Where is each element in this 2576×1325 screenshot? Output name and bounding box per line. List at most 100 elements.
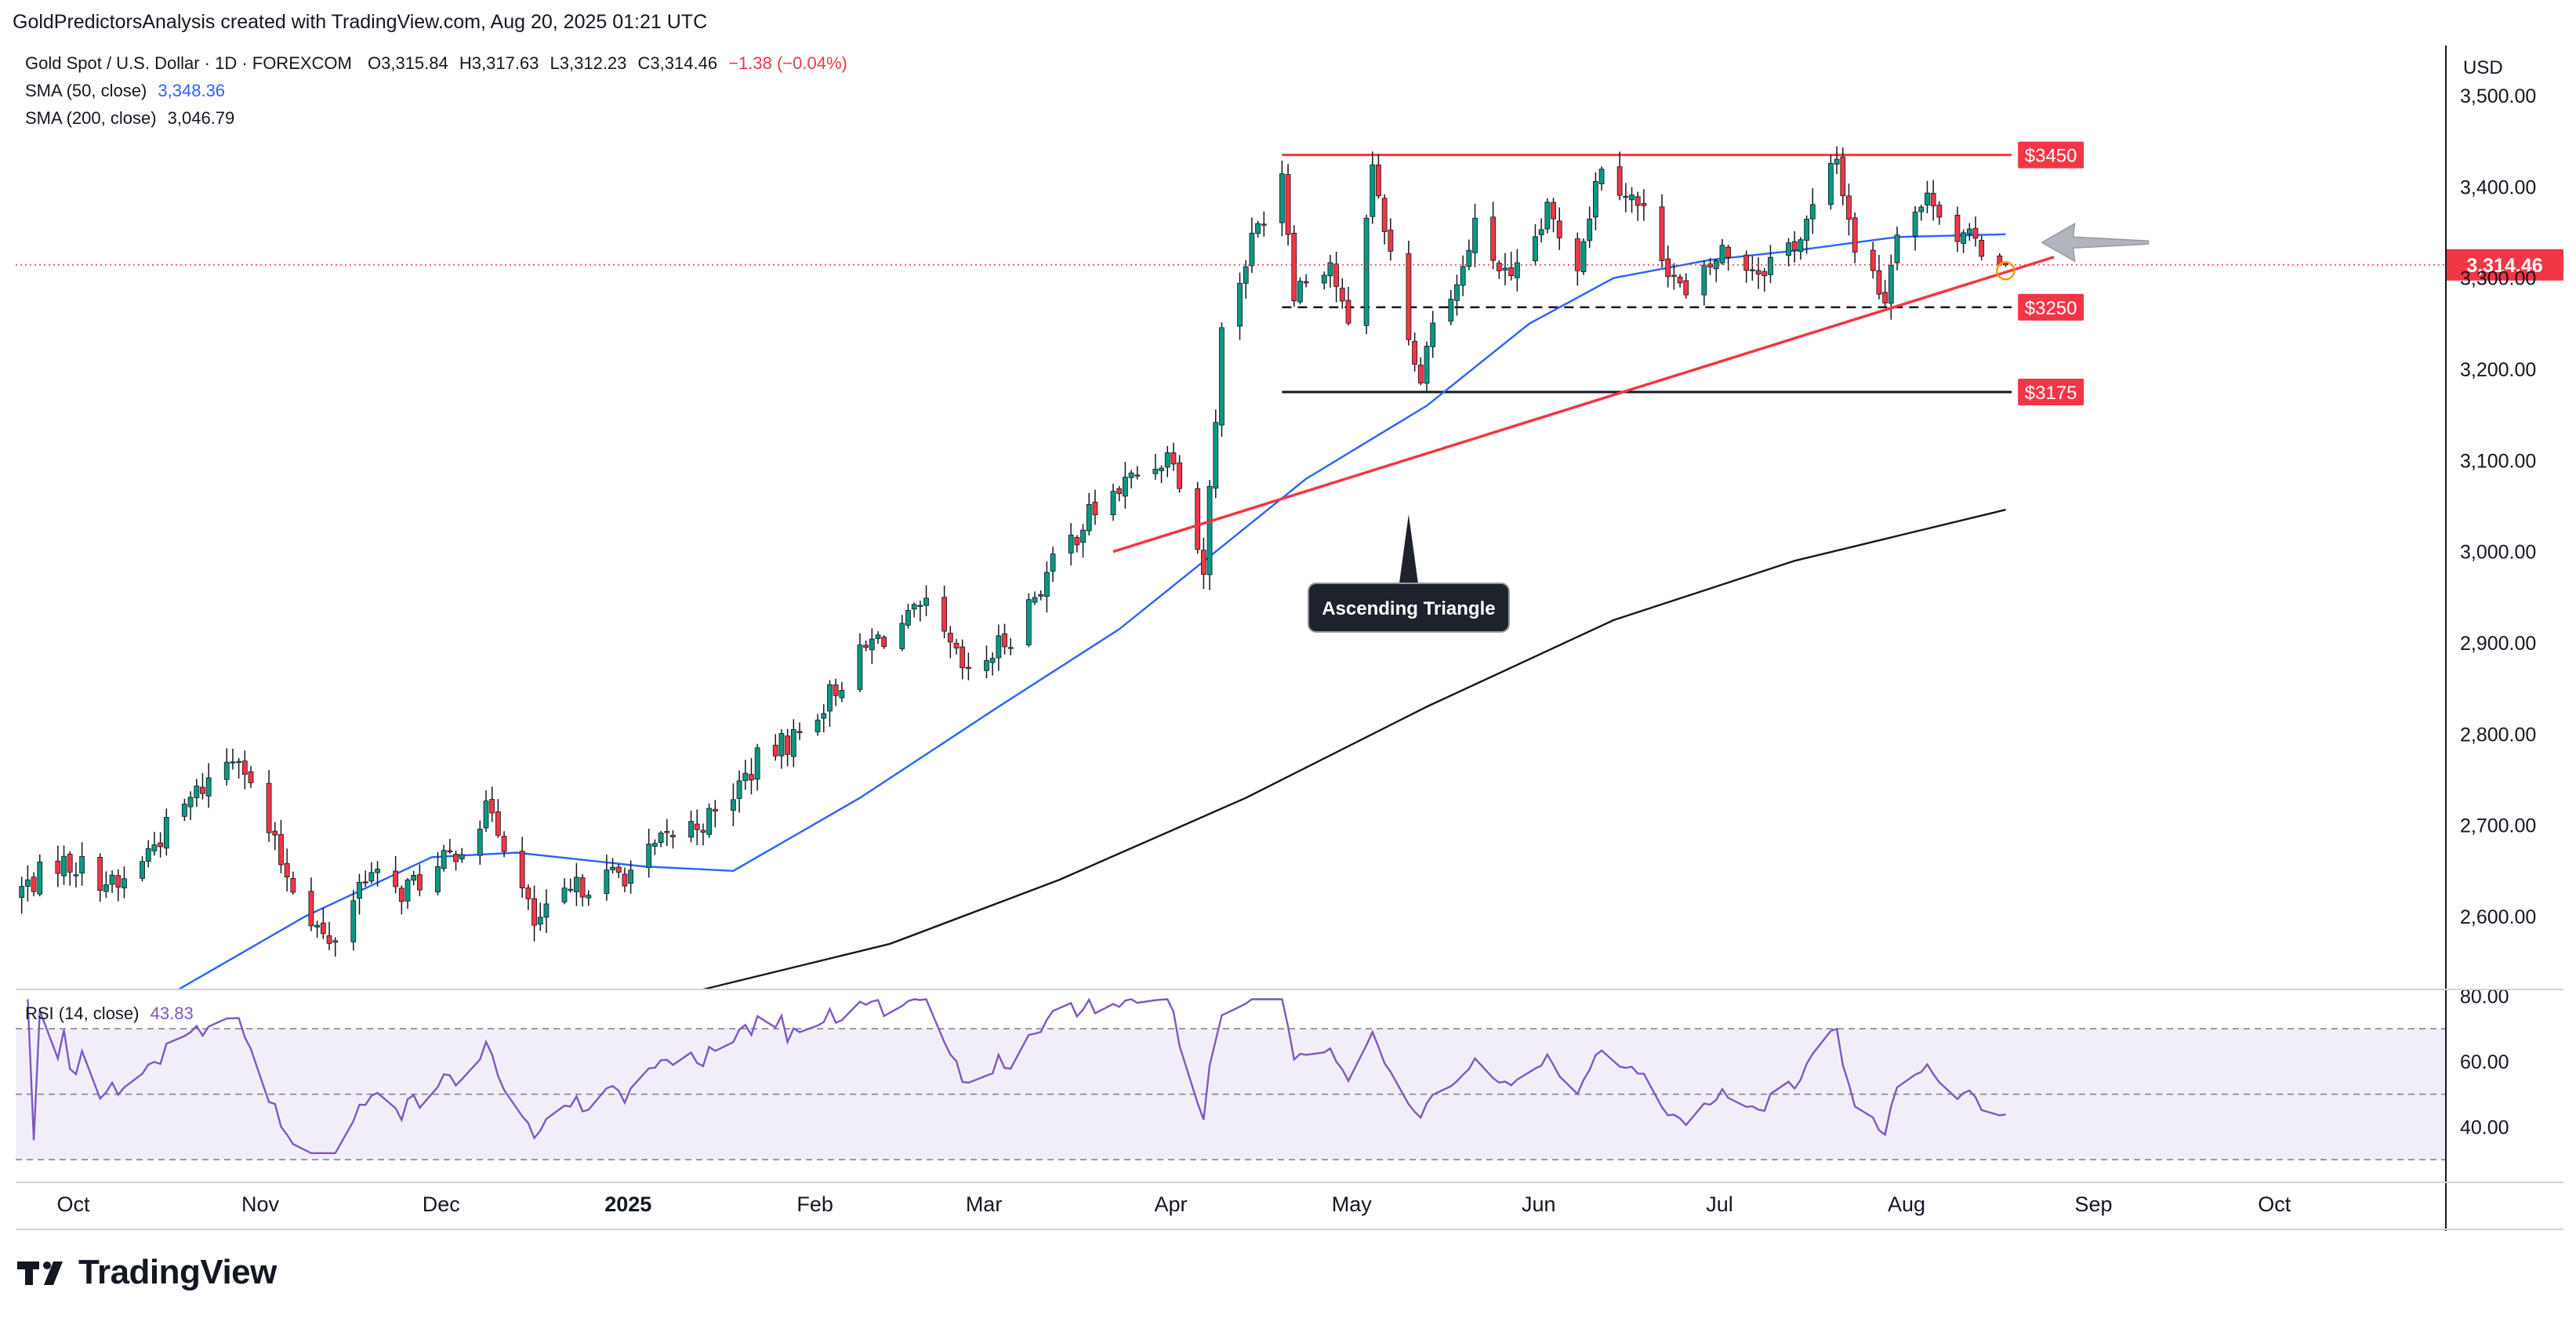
candle[interactable]	[158, 832, 164, 858]
candle[interactable]	[350, 890, 357, 951]
candle[interactable]	[1213, 409, 1219, 499]
candle[interactable]	[1249, 217, 1255, 274]
candle[interactable]	[1918, 205, 1925, 221]
candle[interactable]	[248, 766, 254, 788]
candle[interactable]	[984, 645, 989, 679]
candle[interactable]	[1701, 260, 1707, 306]
candle[interactable]	[200, 773, 205, 800]
candle[interactable]	[1412, 332, 1418, 372]
candle[interactable]	[1032, 591, 1038, 605]
candle[interactable]	[1206, 480, 1213, 590]
candle[interactable]	[1460, 255, 1466, 296]
candle[interactable]	[1538, 218, 1544, 243]
candle[interactable]	[532, 885, 537, 942]
candle[interactable]	[1665, 245, 1671, 288]
candle[interactable]	[1388, 218, 1394, 261]
candle[interactable]	[1472, 203, 1478, 267]
candle[interactable]	[730, 783, 736, 826]
candle[interactable]	[55, 845, 61, 888]
candle[interactable]	[1870, 241, 1876, 279]
candle[interactable]	[1598, 166, 1605, 191]
candle[interactable]	[1834, 146, 1840, 174]
candle[interactable]	[1827, 154, 1834, 210]
candle[interactable]	[1134, 466, 1141, 480]
tradingview-logo[interactable]: TradingView	[17, 1253, 277, 1292]
level-badge[interactable]: $3250	[2018, 293, 2084, 321]
candle[interactable]	[1725, 245, 1732, 271]
candle[interactable]	[140, 856, 145, 882]
candle[interactable]	[1164, 445, 1170, 477]
candle[interactable]	[1170, 442, 1177, 471]
level-badge[interactable]: $3175	[2018, 379, 2084, 406]
candle[interactable]	[501, 831, 507, 858]
candle[interactable]	[833, 678, 839, 706]
candle[interactable]	[320, 907, 326, 939]
candle[interactable]	[1261, 211, 1267, 237]
candle[interactable]	[923, 585, 929, 616]
candle[interactable]	[1659, 194, 1665, 268]
candle[interactable]	[205, 763, 212, 808]
candle[interactable]	[863, 641, 869, 652]
candle[interactable]	[1551, 198, 1556, 233]
candle[interactable]	[1363, 214, 1370, 335]
level-badge[interactable]: $3450	[2018, 141, 2084, 169]
candle[interactable]	[1200, 537, 1206, 590]
candle[interactable]	[1852, 212, 1858, 263]
candle[interactable]	[1417, 357, 1424, 386]
candle[interactable]	[1544, 198, 1551, 234]
candle[interactable]	[821, 704, 827, 733]
candle[interactable]	[1804, 215, 1810, 254]
candle[interactable]	[706, 803, 713, 838]
candle[interactable]	[1925, 180, 1930, 214]
candle[interactable]	[875, 631, 881, 644]
candle[interactable]	[194, 779, 200, 808]
candle[interactable]	[1961, 229, 1967, 253]
candle[interactable]	[1966, 223, 1972, 241]
candle[interactable]	[790, 719, 796, 768]
candle[interactable]	[525, 884, 532, 910]
candle[interactable]	[1291, 225, 1297, 307]
candle[interactable]	[1297, 277, 1303, 305]
candle[interactable]	[31, 872, 37, 897]
candle[interactable]	[181, 798, 187, 822]
candle[interactable]	[1092, 489, 1098, 525]
candle[interactable]	[416, 864, 423, 897]
candle[interactable]	[223, 748, 230, 786]
candle[interactable]	[79, 842, 85, 886]
candle[interactable]	[1634, 191, 1641, 221]
candle[interactable]	[1152, 453, 1159, 481]
candle[interactable]	[1116, 486, 1123, 502]
sma50-legend[interactable]: SMA (50, close) 3,348.36	[25, 81, 225, 101]
candle[interactable]	[1490, 201, 1497, 270]
candle[interactable]	[942, 585, 948, 639]
candle[interactable]	[1979, 235, 1985, 261]
candle[interactable]	[1255, 220, 1261, 238]
candle[interactable]	[778, 728, 785, 769]
candle[interactable]	[947, 626, 953, 659]
candle[interactable]	[519, 837, 525, 898]
candle[interactable]	[1043, 561, 1050, 613]
rsi-legend[interactable]: RSI (14, close) 43.83	[25, 1004, 194, 1024]
candle[interactable]	[1743, 250, 1750, 283]
candle[interactable]	[1876, 255, 1882, 299]
candle[interactable]	[489, 786, 495, 822]
candle[interactable]	[1719, 238, 1725, 265]
candle[interactable]	[615, 863, 622, 878]
candle[interactable]	[610, 858, 615, 874]
candle[interactable]	[1677, 274, 1683, 288]
candle[interactable]	[241, 750, 248, 790]
candle[interactable]	[839, 681, 845, 702]
candle[interactable]	[1882, 279, 1888, 307]
candle[interactable]	[953, 638, 960, 655]
candle[interactable]	[911, 602, 917, 618]
candle[interactable]	[899, 615, 905, 652]
candle[interactable]	[230, 749, 236, 770]
candle[interactable]	[1159, 465, 1164, 483]
candle[interactable]	[573, 862, 579, 906]
candles-layer[interactable]	[19, 146, 2008, 957]
candle[interactable]	[447, 839, 453, 854]
candle[interactable]	[332, 937, 339, 957]
candle[interactable]	[1683, 273, 1689, 299]
candle[interactable]	[1798, 237, 1804, 260]
candle[interactable]	[857, 633, 863, 692]
